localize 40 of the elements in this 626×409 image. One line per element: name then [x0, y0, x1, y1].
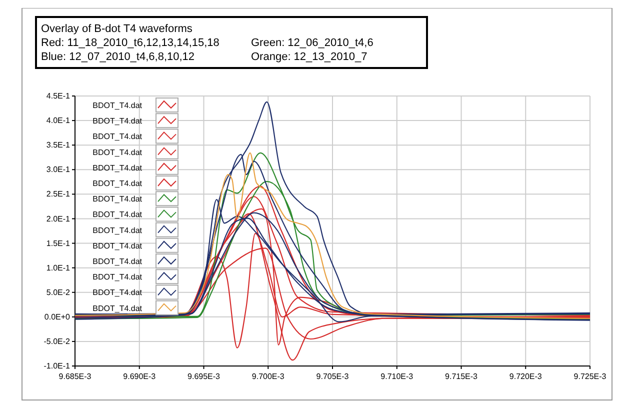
y-tick-label: 2.5E-1 [46, 190, 71, 199]
y-tick-label: 1.5E-1 [46, 238, 71, 248]
y-tick-label: -5.0E-2 [44, 337, 71, 346]
x-tick-label: 9.720E-3 [509, 372, 542, 381]
x-tick-label: 9.715E-3 [445, 372, 478, 381]
legend-label: BDOT_T4.dat [92, 194, 143, 204]
y-tick-label: 0.0E+0 [44, 312, 71, 322]
legend-label: BDOT_T4.dat [92, 288, 143, 298]
legend-label: BDOT_T4.dat [92, 241, 143, 250]
x-tick-label: 9.700E-3 [252, 372, 285, 381]
text: Blue: 12_07_2010_t4,6,8,10,12 [41, 51, 195, 63]
legend-label: BDOT_T4.dat [92, 210, 143, 220]
y-tick-label: 3.5E-1 [46, 140, 71, 150]
y-tick-label: -1.0E-1 [44, 362, 71, 371]
text: Red: 11_18_2010_t6,12,13,14,15,18 [41, 37, 220, 49]
y-tick-label: 5.0E-2 [46, 288, 71, 297]
y-tick-label: 4.0E-1 [46, 116, 71, 126]
text: Orange: 12_13_2010_7 [251, 51, 368, 63]
legend-label: BDOT_T4.dat [92, 257, 143, 266]
legend-label: BDOT_T4.dat [92, 101, 143, 110]
legend-label: BDOT_T4.dat [92, 132, 143, 142]
legend-label: BDOT_T4.dat [92, 226, 143, 235]
y-tick-label: 2.0E-1 [46, 214, 71, 224]
legend-label: BDOT_T4.dat [92, 116, 143, 126]
y-tick-label: 1.0E-1 [46, 263, 71, 272]
legend-label: BDOT_T4.dat [92, 272, 143, 282]
x-tick-label: 9.710E-3 [380, 372, 414, 381]
y-tick-label: 3.0E-1 [46, 165, 71, 174]
legend-label: BDOT_T4.dat [92, 304, 143, 313]
x-tick-label: 9.685E-3 [58, 372, 92, 381]
text: Green: 12_06_2010_t4,6 [251, 37, 374, 49]
legend-label: BDOT_T4.dat [92, 179, 143, 188]
x-tick-label: 9.705E-3 [316, 372, 350, 381]
x-tick-label: 9.695E-3 [188, 372, 221, 381]
x-tick-label: 9.690E-3 [123, 372, 156, 381]
legend-label: BDOT_T4.dat [92, 148, 143, 157]
x-tick-label: 9.725E-3 [574, 372, 607, 381]
legend-label: BDOT_T4.dat [92, 163, 143, 172]
chart-title: Overlay of B-dot T4 waveforms [41, 23, 193, 35]
y-tick-label: 4.5E-1 [46, 92, 71, 101]
